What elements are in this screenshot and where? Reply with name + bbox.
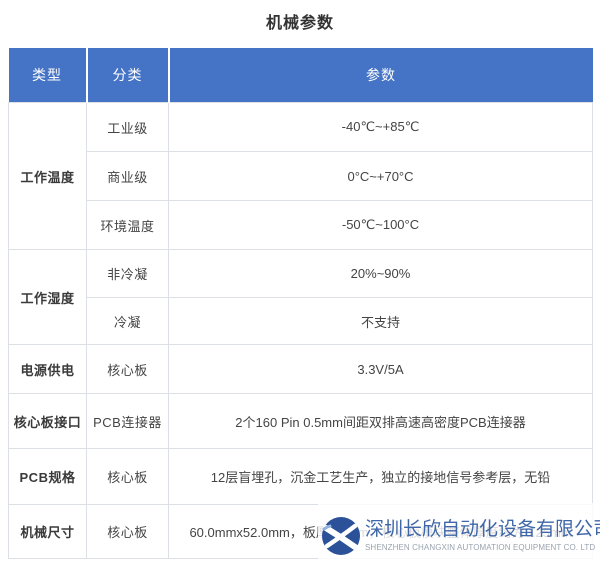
cell-parameter: 2个160 Pin 0.5mm间距双排高速高密度PCB连接器 xyxy=(168,393,593,449)
company-watermark: 深圳长欣自动化设备有限公司 SHENZHEN CHANGXIN AUTOMATI… xyxy=(318,503,600,568)
table-row: 核心板接口 PCB连接器 2个160 Pin 0.5mm间距双排高速高密度PCB连接… xyxy=(8,393,593,449)
cell-category: PCB连接器 xyxy=(86,393,169,449)
cell-parameter: 12层盲埋孔，沉金工艺生产，独立的接地信号参考层，无铅 xyxy=(168,448,593,505)
cell-type: 工作湿度 xyxy=(8,249,87,345)
watermark-text: 深圳长欣自动化设备有限公司 SHENZHEN CHANGXIN AUTOMATI… xyxy=(365,519,600,552)
cell-parameter: 3.3V/5A xyxy=(168,344,593,394)
cell-type: PCB规格 xyxy=(8,448,87,505)
table-row: 工作温度 工业级 -40℃~+85℃ xyxy=(8,102,593,250)
cell-type: 工作温度 xyxy=(8,102,87,250)
cell-category: 工业级 xyxy=(86,102,169,152)
cell-parameter: -40℃~+85℃ xyxy=(168,102,593,152)
header-parameter: 参数 xyxy=(167,48,593,103)
company-name-en: SHENZHEN CHANGXIN AUTOMATION EQUIPMENT C… xyxy=(365,543,596,552)
table-row: 商业级 0°C~+70°C xyxy=(9,151,593,201)
table-header: 类型 分类 参数 xyxy=(8,48,593,103)
cell-parameter: -50℃~100°C xyxy=(168,200,593,250)
table-row: 冷凝 不支持 xyxy=(9,297,593,345)
cell-parameter: 0°C~+70°C xyxy=(168,151,593,201)
cell-parameter: 20%~90% xyxy=(168,249,593,298)
cell-category: 非冷凝 xyxy=(86,249,169,298)
cell-category: 环境温度 xyxy=(86,200,169,250)
table-row: 电源供电 核心板 3.3V/5A xyxy=(8,344,593,394)
table-row: PCB规格 核心板 12层盲埋孔，沉金工艺生产，独立的接地信号参考层，无铅 xyxy=(8,448,593,505)
cell-type: 电源供电 xyxy=(8,344,87,394)
cell-parameter: 不支持 xyxy=(168,297,593,345)
cell-category: 核心板 xyxy=(86,344,169,394)
cell-category: 冷凝 xyxy=(86,297,169,345)
cell-type: 机械尺寸 xyxy=(8,504,87,559)
changxin-x-logo xyxy=(322,516,360,555)
cell-type: 核心板接口 xyxy=(8,393,87,449)
table-body: 工作温度 工业级 -40℃~+85℃ 商业级 0°C~+70°C 环境温度 -50℃~100… xyxy=(8,102,593,559)
table-row: 工作湿度 非冷凝 20%~90% xyxy=(8,249,593,345)
company-name-cn: 深圳长欣自动化设备有限公司 xyxy=(365,519,600,540)
table-row: 环境温度 -50℃~100°C xyxy=(9,200,593,250)
header-row: 类型 分类 参数 xyxy=(8,48,593,103)
header-type: 类型 xyxy=(8,48,87,103)
cell-category: 商业级 xyxy=(86,151,169,201)
header-category: 分类 xyxy=(85,48,169,103)
cell-category: 核心板 xyxy=(86,504,169,559)
cell-category: 核心板 xyxy=(86,448,169,505)
spec-table: 类型 分类 参数 工作温度 工业级 -40℃~+85℃ 商业级 0°C~+70°C 环境温… xyxy=(8,48,593,559)
page-title: 机械参数 xyxy=(265,15,334,32)
